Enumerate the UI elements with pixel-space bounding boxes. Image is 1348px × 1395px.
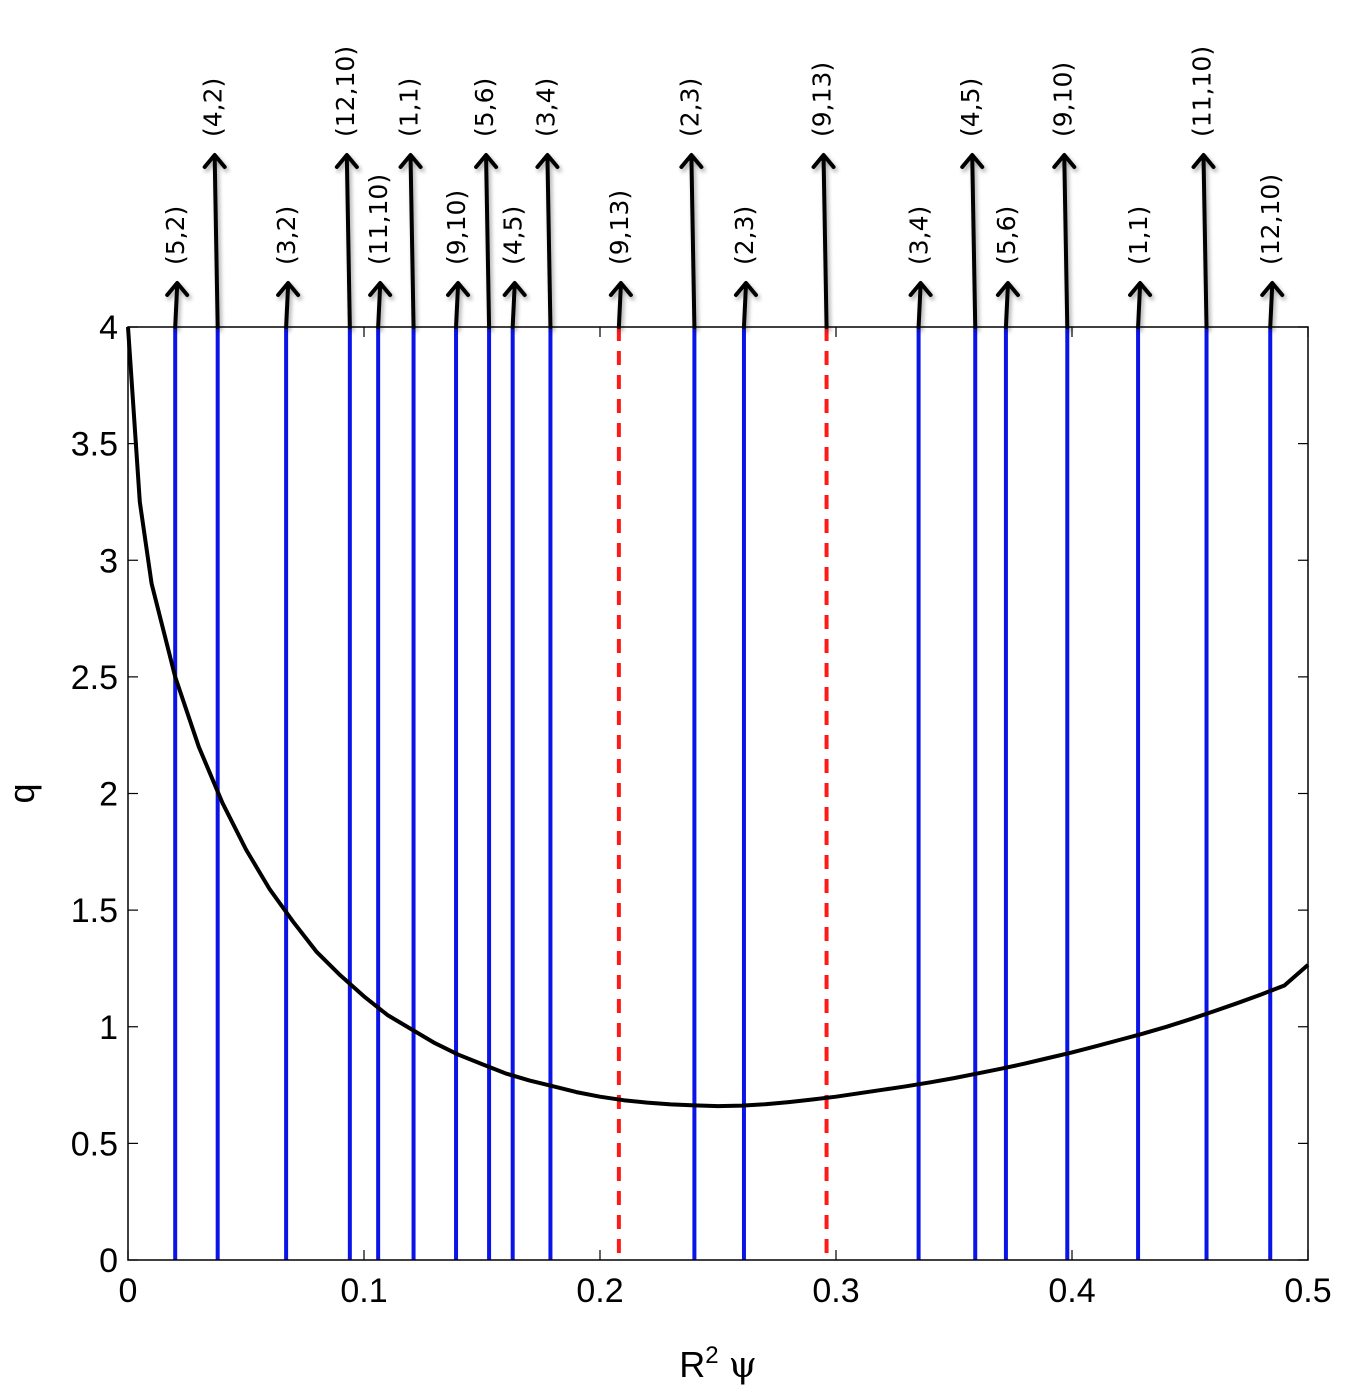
y-tick-label: 1 xyxy=(99,1009,118,1047)
y-tick-label: 0.5 xyxy=(71,1125,118,1163)
x-tick-label: 0.3 xyxy=(812,1272,859,1310)
resonance-arrow-14 xyxy=(908,281,933,329)
resonance-label-3: (12,10) xyxy=(331,46,360,137)
resonance-arrow-0 xyxy=(165,281,190,329)
resonance-labels: (5,2) (4,2) (3,2) (12,10) (11,10) (1,1) (9,10)… xyxy=(161,46,1285,265)
resonance-arrows xyxy=(165,153,1285,329)
resonance-label-20: (12,10) xyxy=(1256,174,1285,265)
y-tick-label: 2.5 xyxy=(71,659,118,697)
x-tick-label: 0.5 xyxy=(1284,1272,1331,1310)
x-tick-label: 0.2 xyxy=(576,1272,623,1310)
resonance-label-5: (1,1) xyxy=(395,78,424,137)
resonance-arrow-10 xyxy=(608,281,633,329)
resonance-label-13: (9,13) xyxy=(808,62,837,137)
x-tick-label: 0.1 xyxy=(340,1272,387,1310)
resonance-arrow-4 xyxy=(368,281,393,329)
resonance-arrow-2 xyxy=(276,281,301,329)
resonance-arrow-17 xyxy=(1052,153,1077,329)
x-tick-label: 0.4 xyxy=(1048,1272,1095,1310)
x-axis-label-base: R xyxy=(679,1344,705,1385)
resonance-arrow-13 xyxy=(811,153,836,329)
resonance-label-18: (1,1) xyxy=(1124,206,1153,265)
q-profile-curve xyxy=(126,326,1310,1109)
resonance-label-2: (3,2) xyxy=(272,206,301,265)
resonance-arrow-19 xyxy=(1191,153,1216,329)
resonance-label-8: (4,5) xyxy=(499,206,528,265)
resonance-label-19: (11,10) xyxy=(1188,46,1217,137)
resonance-arrow-12 xyxy=(733,281,758,329)
resonance-label-6: (9,10) xyxy=(442,190,471,265)
y-tick-label: 4 xyxy=(99,309,118,347)
ticks: 0 0.1 0.2 0.3 0.4 0.5 0 0.5 1 1.5 2 2.5 3 3.5 4 xyxy=(71,309,1332,1310)
resonance-label-11: (2,3) xyxy=(675,78,704,137)
resonance-label-4: (11,10) xyxy=(364,174,393,265)
resonance-arrow-16 xyxy=(995,281,1020,329)
resonance-arrow-15 xyxy=(960,153,985,329)
y-tick-label: 3 xyxy=(99,542,118,580)
resonance-label-15: (4,5) xyxy=(956,78,985,137)
y-axis-label: q xyxy=(1,783,42,803)
resonance-arrow-11 xyxy=(679,153,704,329)
resonance-arrow-5 xyxy=(398,153,423,329)
resonance-label-12: (2,3) xyxy=(730,206,759,265)
y-tick-label: 0 xyxy=(99,1242,118,1280)
resonance-label-0: (5,2) xyxy=(161,206,190,265)
resonance-arrow-6 xyxy=(446,281,471,329)
resonance-arrow-9 xyxy=(535,153,560,329)
resonance-arrow-7 xyxy=(474,153,499,329)
resonance-lines xyxy=(173,327,1273,1260)
plot-frame xyxy=(127,326,1309,1261)
resonance-arrow-18 xyxy=(1128,281,1153,329)
resonance-label-1: (4,2) xyxy=(199,78,228,137)
x-axis-label: R2 ψ xyxy=(679,1342,757,1386)
resonance-label-17: (9,10) xyxy=(1048,62,1077,137)
resonance-label-16: (5,6) xyxy=(992,206,1021,265)
resonance-label-9: (3,4) xyxy=(531,78,560,137)
x-axis-label-symbol: ψ xyxy=(729,1345,757,1386)
resonance-label-14: (3,4) xyxy=(905,206,934,265)
x-axis-label-superscript: 2 xyxy=(705,1342,718,1369)
resonance-label-10: (9,13) xyxy=(605,190,634,265)
resonance-label-7: (5,6) xyxy=(470,78,499,137)
y-tick-label: 1.5 xyxy=(71,892,118,930)
resonance-arrow-1 xyxy=(202,153,227,329)
x-tick-label: 0 xyxy=(119,1272,138,1310)
y-tick-label: 3.5 xyxy=(71,426,118,464)
resonance-arrow-20 xyxy=(1260,281,1285,329)
curve-layer xyxy=(126,326,1310,1109)
y-tick-label: 2 xyxy=(99,776,118,814)
resonance-arrow-3 xyxy=(334,153,359,329)
resonance-arrow-8 xyxy=(502,281,527,329)
